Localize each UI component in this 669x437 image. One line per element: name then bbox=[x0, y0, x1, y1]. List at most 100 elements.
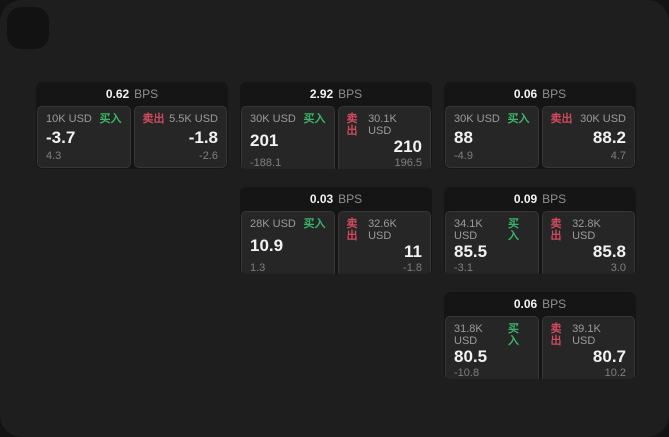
bps-spread-value: 0.62 bbox=[105, 87, 130, 101]
sell-label: 卖出 bbox=[346, 113, 358, 137]
buy-delta: -4.9 bbox=[454, 150, 473, 162]
buy-quote-panel[interactable]: 10K USD 买入 -3.7 4.3 bbox=[37, 106, 131, 168]
sell-label: 卖出 bbox=[346, 218, 358, 242]
card-header: 0.62 BPS bbox=[36, 82, 228, 106]
buy-quote-panel[interactable]: 30K USD 买入 88 -4.9 bbox=[445, 106, 539, 168]
buy-panel-top: 30K USD 买入 bbox=[250, 113, 326, 125]
card-body: 31.8K USD 买入 80.5 -10.8 卖出 39.1K USD 80.… bbox=[444, 316, 636, 379]
buy-quote-panel[interactable]: 31.8K USD 买入 80.5 -10.8 bbox=[445, 316, 539, 379]
sell-delta: -1.8 bbox=[403, 262, 422, 274]
card-header: 0.03 BPS bbox=[240, 187, 432, 211]
bps-unit-label: BPS bbox=[542, 297, 567, 311]
bps-spread-value: 0.06 bbox=[513, 297, 538, 311]
sell-panel-top: 卖出 32.8K USD bbox=[551, 218, 627, 242]
sell-price: 80.7 bbox=[592, 347, 626, 366]
sell-delta: 4.7 bbox=[610, 150, 626, 162]
sell-label: 卖出 bbox=[550, 323, 562, 347]
card-body: 34.1K USD 买入 85.5 -3.1 卖出 32.8K USD 85.8… bbox=[444, 211, 636, 274]
sell-amount: 32.6K USD bbox=[368, 218, 397, 242]
buy-quote-panel[interactable]: 30K USD 买入 201 -188.1 bbox=[241, 106, 335, 169]
buy-label: 买入 bbox=[99, 113, 122, 125]
card-header: 2.92 BPS bbox=[240, 82, 432, 106]
quote-card: 0.06 BPS 31.8K USD 买入 80.5 -10.8 卖出 39.1… bbox=[444, 292, 636, 379]
bps-unit-label: BPS bbox=[542, 192, 567, 206]
card-body: 28K USD 买入 10.9 1.3 卖出 32.6K USD 11 -1.8 bbox=[240, 211, 432, 274]
sell-price: 11 bbox=[404, 242, 422, 261]
bps-spread-value: 0.09 bbox=[513, 192, 538, 206]
bps-unit-label: BPS bbox=[338, 192, 363, 206]
card-body: 30K USD 买入 201 -188.1 卖出 30.1K USD 210 1… bbox=[240, 106, 432, 169]
buy-delta: -188.1 bbox=[250, 157, 282, 169]
quote-card: 0.06 BPS 30K USD 买入 88 -4.9 卖出 30K USD 8… bbox=[444, 82, 636, 169]
buy-delta: 4.3 bbox=[46, 150, 62, 162]
buy-price: 10.9 bbox=[250, 236, 284, 255]
bps-spread-value: 2.92 bbox=[309, 87, 334, 101]
quote-card: 2.92 BPS 30K USD 买入 201 -188.1 卖出 30.1K … bbox=[240, 82, 432, 169]
buy-price: 80.5 bbox=[454, 347, 488, 366]
sell-delta: 3.0 bbox=[610, 262, 626, 274]
sell-label: 卖出 bbox=[550, 218, 562, 242]
card-header: 0.09 BPS bbox=[444, 187, 636, 211]
buy-price: 85.5 bbox=[454, 242, 488, 261]
quote-card: 0.09 BPS 34.1K USD 买入 85.5 -3.1 卖出 32.8K… bbox=[444, 187, 636, 274]
buy-amount: 28K USD bbox=[250, 218, 296, 230]
buy-panel-top: 28K USD 买入 bbox=[250, 218, 326, 230]
buy-label: 买入 bbox=[303, 218, 326, 230]
sell-amount: 5.5K USD bbox=[169, 113, 218, 125]
sell-quote-panel[interactable]: 卖出 39.1K USD 80.7 10.2 bbox=[541, 316, 635, 379]
buy-price: 201 bbox=[250, 131, 279, 150]
sell-price: 210 bbox=[393, 137, 422, 156]
buy-label: 买入 bbox=[507, 113, 530, 125]
card-header: 0.06 BPS bbox=[444, 82, 636, 106]
buy-delta: -10.8 bbox=[454, 367, 480, 379]
sell-quote-panel[interactable]: 卖出 30K USD 88.2 4.7 bbox=[541, 106, 635, 168]
bps-unit-label: BPS bbox=[338, 87, 363, 101]
sell-quote-panel[interactable]: 卖出 32.6K USD 11 -1.8 bbox=[337, 211, 431, 274]
sell-amount: 32.8K USD bbox=[572, 218, 601, 242]
card-body: 30K USD 买入 88 -4.9 卖出 30K USD 88.2 4.7 bbox=[444, 106, 636, 169]
sell-quote-panel[interactable]: 卖出 5.5K USD -1.8 -2.6 bbox=[133, 106, 227, 168]
quote-card: 0.62 BPS 10K USD 买入 -3.7 4.3 卖出 5.5K USD… bbox=[36, 82, 228, 169]
buy-delta: 1.3 bbox=[250, 262, 266, 274]
app-icon bbox=[7, 7, 49, 49]
card-body: 10K USD 买入 -3.7 4.3 卖出 5.5K USD -1.8 -2.… bbox=[36, 106, 228, 169]
sell-delta: 10.2 bbox=[604, 367, 626, 379]
buy-label: 买入 bbox=[507, 218, 519, 242]
buy-panel-top: 10K USD 买入 bbox=[46, 113, 122, 125]
sell-price: 88.2 bbox=[592, 127, 626, 147]
sell-price: -1.8 bbox=[188, 127, 218, 147]
buy-quote-panel[interactable]: 28K USD 买入 10.9 1.3 bbox=[241, 211, 335, 274]
buy-amount: 30K USD bbox=[454, 113, 500, 125]
sell-panel-top: 卖出 30K USD bbox=[551, 113, 627, 125]
sell-quote-panel[interactable]: 卖出 32.8K USD 85.8 3.0 bbox=[541, 211, 635, 274]
bps-unit-label: BPS bbox=[542, 87, 567, 101]
card-header: 0.06 BPS bbox=[444, 292, 636, 316]
buy-quote-panel[interactable]: 34.1K USD 买入 85.5 -3.1 bbox=[445, 211, 539, 274]
sell-amount: 39.1K USD bbox=[572, 323, 601, 347]
buy-panel-top: 30K USD 买入 bbox=[454, 113, 530, 125]
sell-label: 卖出 bbox=[550, 113, 573, 125]
sell-label: 卖出 bbox=[142, 113, 165, 125]
quote-card: 0.03 BPS 28K USD 买入 10.9 1.3 卖出 32.6K US… bbox=[240, 187, 432, 274]
sell-amount: 30.1K USD bbox=[368, 113, 397, 137]
buy-panel-top: 31.8K USD 买入 bbox=[454, 323, 530, 347]
sell-delta: -2.6 bbox=[199, 150, 218, 162]
buy-price: 88 bbox=[454, 127, 473, 147]
sell-panel-top: 卖出 30.1K USD bbox=[347, 113, 423, 137]
sell-panel-top: 卖出 32.6K USD bbox=[347, 218, 423, 242]
bps-spread-value: 0.06 bbox=[513, 87, 538, 101]
buy-delta: -3.1 bbox=[454, 262, 473, 274]
sell-quote-panel[interactable]: 卖出 30.1K USD 210 196.5 bbox=[337, 106, 431, 169]
buy-panel-top: 34.1K USD 买入 bbox=[454, 218, 530, 242]
bps-spread-value: 0.03 bbox=[309, 192, 334, 206]
buy-price: -3.7 bbox=[46, 127, 76, 147]
sell-delta: 196.5 bbox=[394, 157, 422, 169]
buy-amount: 10K USD bbox=[46, 113, 92, 125]
buy-label: 买入 bbox=[507, 323, 519, 347]
buy-label: 买入 bbox=[303, 113, 326, 125]
sell-panel-top: 卖出 39.1K USD bbox=[551, 323, 627, 347]
sell-amount: 30K USD bbox=[580, 113, 626, 125]
sell-price: 85.8 bbox=[592, 242, 626, 261]
